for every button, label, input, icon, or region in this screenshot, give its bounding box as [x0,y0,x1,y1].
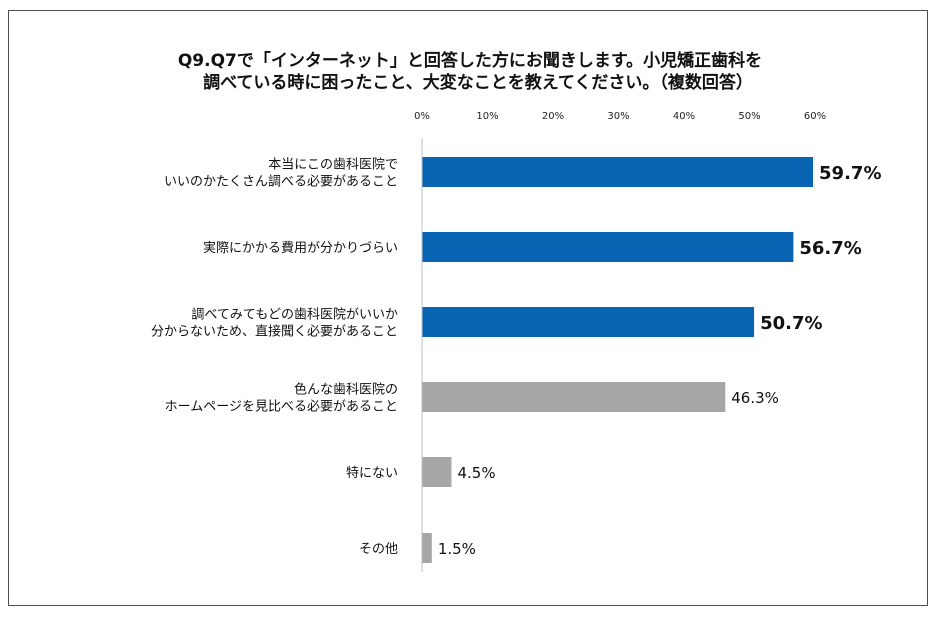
bar [422,307,755,337]
data-label: 59.7% [819,163,881,184]
chart-title-line: 調べている時に困ったこと、大変なことを教えてください。（複数回答） [203,72,753,93]
x-tick-label: 30% [607,111,629,122]
category-label: いいのかたくさん調べる必要があること [164,175,398,190]
bar [422,232,794,262]
category-label: 特にない [346,466,398,481]
category-label: 色んな歯科医院の [294,382,398,398]
bar [422,157,814,187]
data-label: 1.5% [438,540,476,558]
x-tick-label: 60% [804,111,826,122]
category-label: ホームページを見比べる必要があること [165,400,398,415]
bar [422,457,452,487]
data-label: 46.3% [731,389,779,407]
category-label: 調べてみてもどの歯科医院がいいか [191,308,398,323]
category-label: 実際にかかる費用が分かりづらい [203,240,398,256]
bar [422,533,432,563]
data-label: 56.7% [799,238,861,259]
chart-title-line: Q9.Q7で「インターネット」と回答した方にお聞きします。小児矯正歯科を [178,50,762,71]
x-tick-label: 50% [738,111,760,122]
x-tick-label: 20% [542,111,564,122]
category-label: 本当にこの歯科医院で [268,158,398,173]
data-label: 4.5% [457,464,495,482]
x-tick-label: 10% [476,111,498,122]
data-label: 50.7% [760,313,822,334]
bar [422,382,726,412]
category-label: 分からないため、直接聞く必要があること [151,324,398,340]
category-label: その他 [359,542,398,557]
x-tick-label: 40% [673,111,695,122]
x-tick-label: 0% [414,111,430,122]
